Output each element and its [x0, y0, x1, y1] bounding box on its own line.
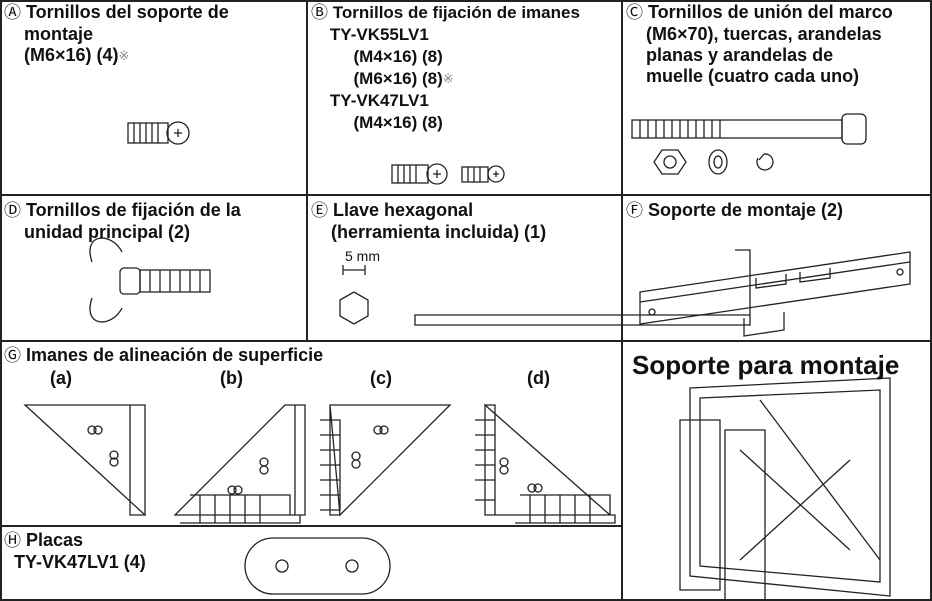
- text: montaje: [24, 24, 94, 44]
- part-label: (a): [50, 368, 72, 388]
- text: Ⓗ: [4, 531, 21, 551]
- text: Ⓖ: [4, 346, 21, 366]
- text: TY-VK55LV1: [329, 25, 429, 44]
- text: ※: [118, 48, 130, 63]
- text: TY-VK47LV1: [329, 91, 429, 110]
- cell-h: Ⓗ Placas TY-VK47LV1 (4): [4, 530, 146, 573]
- text: (M6×16) (8): [353, 69, 443, 88]
- text: muelle (cuatro cada uno): [646, 66, 860, 86]
- cell-g: Ⓖ Imanes de alineación de superficie: [4, 345, 323, 367]
- text: Ⓑ: [311, 3, 328, 23]
- cell-d: Ⓓ Tornillos de fijación de la unidad pri…: [4, 200, 241, 243]
- text: (M4×16) (8): [353, 47, 443, 66]
- cell-e: Ⓔ Llave hexagonal (herramienta incluida)…: [311, 200, 546, 243]
- text: Tornillos de fijación de imanes: [332, 3, 580, 22]
- text: Ⓒ: [626, 3, 643, 23]
- text: Ⓔ: [311, 201, 328, 221]
- text: Tornillos de unión del marco: [648, 2, 893, 22]
- text: Tornillos del soporte de: [26, 2, 229, 22]
- text: (herramienta incluida) (1): [331, 222, 547, 242]
- text: Soporte de montaje (2): [648, 200, 844, 220]
- part-label: (b): [220, 368, 243, 388]
- text: planas y arandelas de: [646, 45, 834, 65]
- text: TY-VK47LV1 (4): [14, 552, 146, 572]
- text: (M6×70), tuercas, arandelas: [646, 24, 882, 44]
- text: unidad principal (2): [24, 222, 191, 242]
- text: Placas: [26, 530, 84, 550]
- cell-f: Ⓕ Soporte de montaje (2): [626, 200, 843, 222]
- text: Ⓐ: [4, 3, 21, 23]
- text: Imanes de alineación de superficie: [26, 345, 324, 365]
- text: (M6×16) (4): [24, 45, 119, 65]
- part-label: (d): [527, 368, 550, 388]
- cell-b: Ⓑ Tornillos de fijación de imanes TY-VK5…: [311, 2, 580, 134]
- text: ※: [442, 71, 454, 86]
- cell-a: Ⓐ Tornillos del soporte de montaje (M6×1…: [4, 2, 229, 66]
- cell-c: Ⓒ Tornillos de unión del marco (M6×70), …: [626, 2, 893, 87]
- text: Tornillos de fijación de la: [26, 200, 241, 220]
- dimension: 5 mm: [345, 248, 380, 264]
- text: (M4×16) (8): [353, 113, 443, 132]
- text: Llave hexagonal: [333, 200, 474, 220]
- text: Ⓕ: [626, 201, 643, 221]
- text: Ⓓ: [4, 201, 21, 221]
- cell-stand: Soporte para montaje: [632, 350, 900, 380]
- part-label: (c): [370, 368, 392, 388]
